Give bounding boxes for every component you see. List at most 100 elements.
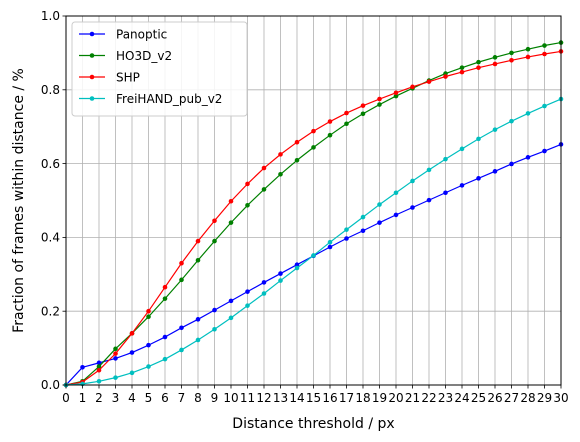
data-point [229, 299, 234, 304]
data-point [361, 215, 366, 220]
y-tick-label: 0.0 [41, 378, 60, 392]
y-tick-label: 0.8 [41, 83, 60, 97]
data-point [427, 168, 432, 173]
x-tick-label: 10 [223, 391, 238, 405]
legend-swatch-marker [90, 32, 95, 37]
data-point [113, 347, 118, 352]
data-point [460, 183, 465, 188]
data-point [526, 47, 531, 52]
y-tick-label: 1.0 [41, 9, 60, 23]
data-point [344, 227, 349, 232]
x-tick-label: 15 [306, 391, 321, 405]
legend-entry: Panoptic [116, 27, 167, 41]
data-point [97, 368, 102, 373]
x-tick-label: 16 [322, 391, 337, 405]
data-point [361, 103, 366, 108]
data-point [542, 104, 547, 109]
x-tick-label: 20 [388, 391, 403, 405]
data-point [130, 331, 135, 336]
x-tick-label: 19 [372, 391, 387, 405]
x-tick-label: 22 [421, 391, 436, 405]
data-point [179, 326, 184, 331]
data-point [344, 111, 349, 116]
data-point [460, 147, 465, 152]
x-tick-label: 24 [454, 391, 469, 405]
x-tick-label: 29 [537, 391, 552, 405]
data-point [526, 111, 531, 116]
x-tick-label: 21 [405, 391, 420, 405]
data-point [460, 65, 465, 70]
data-point [476, 60, 481, 65]
data-point [196, 239, 201, 244]
data-point [394, 213, 399, 218]
data-point [476, 137, 481, 142]
data-point [295, 158, 300, 163]
data-point [493, 169, 498, 174]
data-point [130, 350, 135, 355]
data-point [146, 364, 151, 369]
data-point [229, 316, 234, 321]
data-point [97, 379, 102, 384]
data-point [146, 343, 151, 348]
data-point [476, 65, 481, 70]
x-tick-label: 7 [178, 391, 186, 405]
data-point [212, 308, 217, 313]
legend-swatch-marker [90, 75, 95, 80]
data-point [542, 149, 547, 154]
x-tick-label: 11 [240, 391, 255, 405]
data-point [278, 278, 283, 283]
data-point [493, 62, 498, 67]
x-tick-label: 26 [487, 391, 502, 405]
data-point [245, 303, 250, 308]
data-point [344, 236, 349, 241]
data-point [361, 228, 366, 233]
data-point [311, 129, 316, 134]
data-point [113, 356, 118, 361]
data-point [245, 289, 250, 294]
data-point [278, 152, 283, 157]
data-point [163, 296, 168, 301]
data-point [245, 182, 250, 187]
legend-swatch-marker [90, 53, 95, 58]
data-point [328, 133, 333, 138]
data-point [245, 203, 250, 208]
data-point [460, 70, 465, 75]
x-tick-label: 9 [211, 391, 219, 405]
data-point [229, 220, 234, 225]
data-point [212, 218, 217, 223]
x-tick-label: 5 [145, 391, 153, 405]
data-point [212, 239, 217, 244]
data-point [509, 119, 514, 124]
data-point [196, 258, 201, 263]
data-point [146, 309, 151, 314]
data-point [163, 357, 168, 362]
data-point [493, 127, 498, 132]
data-point [278, 172, 283, 177]
legend: Panoptic HO3D_v2 SHP FreiHAND_pub_v2 [72, 22, 247, 116]
x-tick-label: 27 [504, 391, 519, 405]
y-tick-label: 0.2 [41, 304, 60, 318]
data-point [262, 166, 267, 171]
x-tick-label: 12 [256, 391, 271, 405]
data-point [113, 351, 118, 356]
x-axis: 0 1 2 3 4 5 6 7 8 9 10 11 12 13 14 15 16 17 18 19 20 21 22 23 24… [62, 385, 568, 405]
x-tick-label: 23 [438, 391, 453, 405]
data-point [394, 190, 399, 195]
data-point [311, 253, 316, 258]
data-point [163, 285, 168, 290]
legend-entry: SHP [116, 70, 140, 84]
data-point [229, 199, 234, 204]
data-point [163, 335, 168, 340]
data-point [427, 79, 432, 84]
data-point [509, 58, 514, 63]
data-point [262, 187, 267, 192]
y-axis-label: Fraction of frames within distance / % [11, 68, 27, 333]
data-point [443, 157, 448, 162]
data-point [377, 202, 382, 207]
y-tick-label: 0.4 [41, 231, 60, 245]
data-point [113, 375, 118, 380]
x-tick-label: 0 [62, 391, 70, 405]
x-tick-label: 1 [79, 391, 87, 405]
y-axis: 0.00.20.40.60.81.0 [41, 9, 66, 392]
